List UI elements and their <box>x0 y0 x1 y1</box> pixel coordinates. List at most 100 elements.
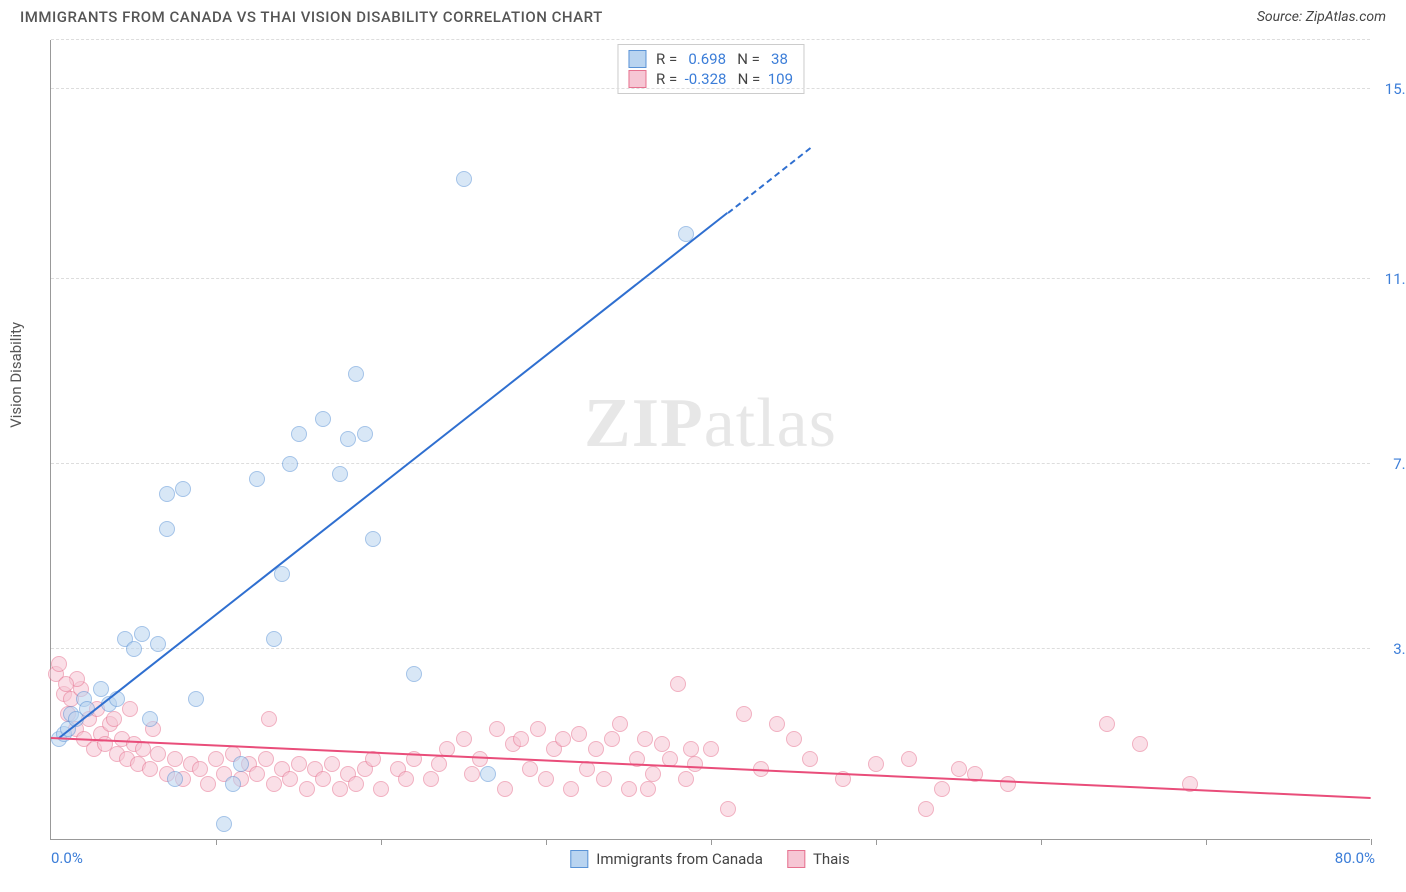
scatter-point <box>142 711 158 727</box>
scatter-point <box>266 631 282 647</box>
scatter-point <box>106 711 122 727</box>
gridline <box>51 648 1370 649</box>
chart-area: ZIPatlas Vision Disability 0.0% 80.0% R … <box>50 40 1370 840</box>
scatter-point <box>150 746 166 762</box>
scatter-point <box>258 751 274 767</box>
scatter-point <box>637 731 653 747</box>
scatter-point <box>431 756 447 772</box>
stats-row: R = -0.328 N = 109 <box>628 69 793 89</box>
scatter-point <box>159 486 175 502</box>
scatter-point <box>58 676 74 692</box>
scatter-point <box>208 751 224 767</box>
x-tick <box>711 839 712 845</box>
scatter-point <box>538 771 554 787</box>
scatter-point <box>332 781 348 797</box>
scatter-point <box>687 756 703 772</box>
scatter-point <box>703 741 719 757</box>
scatter-point <box>1099 716 1115 732</box>
scatter-point <box>555 731 571 747</box>
scatter-point <box>398 771 414 787</box>
scatter-point <box>621 781 637 797</box>
scatter-point <box>315 771 331 787</box>
x-tick <box>1206 839 1207 845</box>
scatter-point <box>225 776 241 792</box>
scatter-point <box>233 756 249 772</box>
legend-item: Thais <box>787 850 850 868</box>
gridline <box>51 88 1370 89</box>
scatter-point <box>720 801 736 817</box>
scatter-point <box>249 766 265 782</box>
scatter-point <box>522 761 538 777</box>
scatter-point <box>612 716 628 732</box>
correlation-stats-box: R = 0.698 N = 38R = -0.328 N = 109 <box>617 44 804 94</box>
scatter-point <box>497 781 513 797</box>
legend-item: Immigrants from Canada <box>570 850 763 868</box>
y-tick-label: 11.2% <box>1385 270 1406 288</box>
y-axis-title: Vision Disability <box>7 321 25 427</box>
scatter-point <box>188 691 204 707</box>
legend-label: Immigrants from Canada <box>596 850 763 868</box>
scatter-point <box>340 431 356 447</box>
scatter-point <box>291 756 307 772</box>
scatter-point <box>489 721 505 737</box>
scatter-point <box>472 751 488 767</box>
scatter-point <box>951 761 967 777</box>
scatter-point <box>736 706 752 722</box>
scatter-point <box>1132 736 1148 752</box>
x-tick <box>546 839 547 845</box>
scatter-point <box>640 781 656 797</box>
scatter-point <box>683 741 699 757</box>
scatter-point <box>93 681 109 697</box>
scatter-point <box>596 771 612 787</box>
scatter-point <box>159 521 175 537</box>
trend-line <box>727 147 811 214</box>
x-tick <box>216 839 217 845</box>
scatter-point <box>348 366 364 382</box>
scatter-point <box>324 756 340 772</box>
legend-swatch <box>628 70 646 88</box>
scatter-point <box>167 751 183 767</box>
scatter-point <box>192 761 208 777</box>
scatter-point <box>456 171 472 187</box>
scatter-point <box>261 711 277 727</box>
scatter-point <box>291 426 307 442</box>
scatter-point <box>786 731 802 747</box>
y-tick-label: 7.5% <box>1393 455 1406 473</box>
scatter-point <box>769 716 785 732</box>
x-tick <box>381 839 382 845</box>
x-axis-min-label: 0.0% <box>51 849 83 867</box>
scatter-point <box>373 781 389 797</box>
chart-header: IMMIGRANTS FROM CANADA VS THAI VISION DI… <box>0 0 1406 30</box>
scatter-point <box>200 776 216 792</box>
scatter-point <box>563 781 579 797</box>
watermark: ZIPatlas <box>584 384 837 464</box>
scatter-point <box>513 731 529 747</box>
scatter-point <box>406 666 422 682</box>
scatter-point <box>175 481 191 497</box>
scatter-point <box>901 751 917 767</box>
scatter-point <box>678 771 694 787</box>
legend-swatch <box>628 50 646 68</box>
scatter-point <box>645 766 661 782</box>
scatter-point <box>150 636 166 652</box>
x-tick <box>1041 839 1042 845</box>
y-tick-label: 15.0% <box>1385 80 1406 98</box>
y-tick-label: 3.8% <box>1393 640 1406 658</box>
gridline <box>51 463 1370 464</box>
gridline <box>51 39 1370 40</box>
scatter-point <box>315 411 331 427</box>
scatter-point <box>126 641 142 657</box>
scatter-point <box>423 771 439 787</box>
scatter-point <box>249 471 265 487</box>
scatter-point <box>802 751 818 767</box>
scatter-point <box>348 776 364 792</box>
scatter-point <box>604 731 620 747</box>
scatter-point <box>51 656 67 672</box>
chart-source: Source: ZipAtlas.com <box>1257 9 1386 25</box>
scatter-point <box>918 801 934 817</box>
scatter-point <box>571 726 587 742</box>
scatter-point <box>530 721 546 737</box>
scatter-point <box>868 756 884 772</box>
scatter-point <box>142 761 158 777</box>
stats-row: R = 0.698 N = 38 <box>628 49 793 69</box>
